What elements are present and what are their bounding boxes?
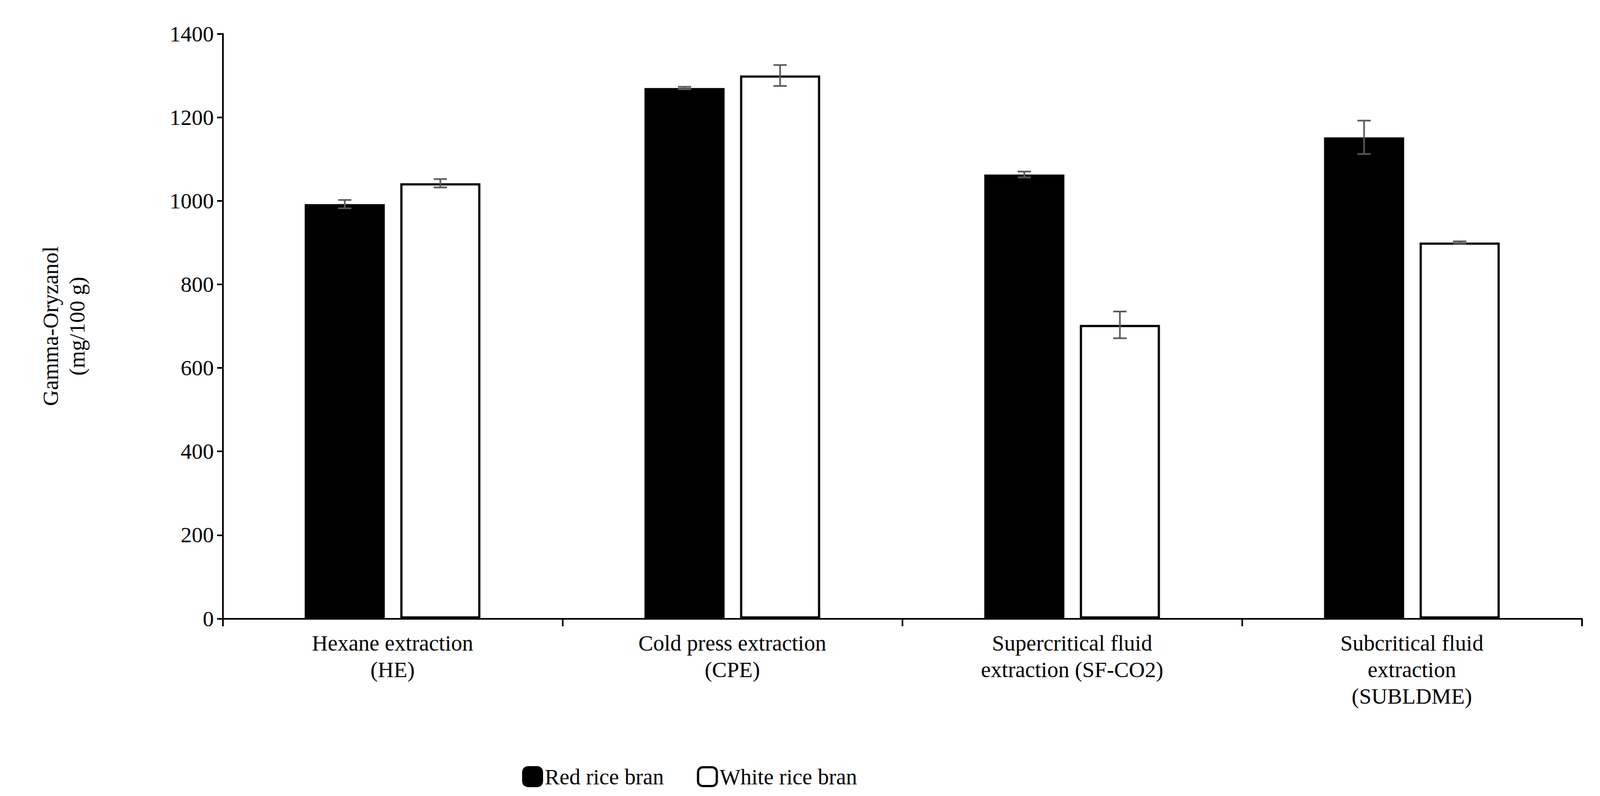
svg-text:1200: 1200: [169, 104, 214, 130]
svg-text:(HE): (HE): [370, 656, 415, 682]
svg-text:(SUBLDME): (SUBLDME): [1351, 683, 1473, 709]
svg-text:Cold press extraction: Cold press extraction: [638, 630, 827, 656]
svg-text:White rice bran: White rice bran: [719, 764, 857, 789]
svg-text:200: 200: [180, 522, 214, 547]
svg-text:extraction: extraction: [1367, 656, 1457, 682]
svg-text:(mg/100 g): (mg/100 g): [64, 276, 90, 376]
svg-text:1400: 1400: [169, 21, 214, 47]
svg-text:Hexane extraction: Hexane extraction: [311, 630, 473, 656]
svg-text:400: 400: [180, 438, 214, 464]
svg-text:600: 600: [180, 355, 214, 381]
svg-text:0: 0: [202, 606, 214, 631]
svg-text:extraction (SF-CO2): extraction (SF-CO2): [981, 656, 1164, 682]
svg-text:Red rice bran: Red rice bran: [544, 764, 664, 789]
svg-text:Gamma-Oryzanol: Gamma-Oryzanol: [38, 246, 63, 407]
svg-text:1000: 1000: [169, 188, 214, 214]
svg-text:Subcritical fluid: Subcritical fluid: [1340, 630, 1484, 656]
svg-text:(CPE): (CPE): [704, 656, 761, 682]
svg-text:800: 800: [180, 271, 214, 297]
svg-text:Supercritical fluid: Supercritical fluid: [992, 630, 1153, 656]
